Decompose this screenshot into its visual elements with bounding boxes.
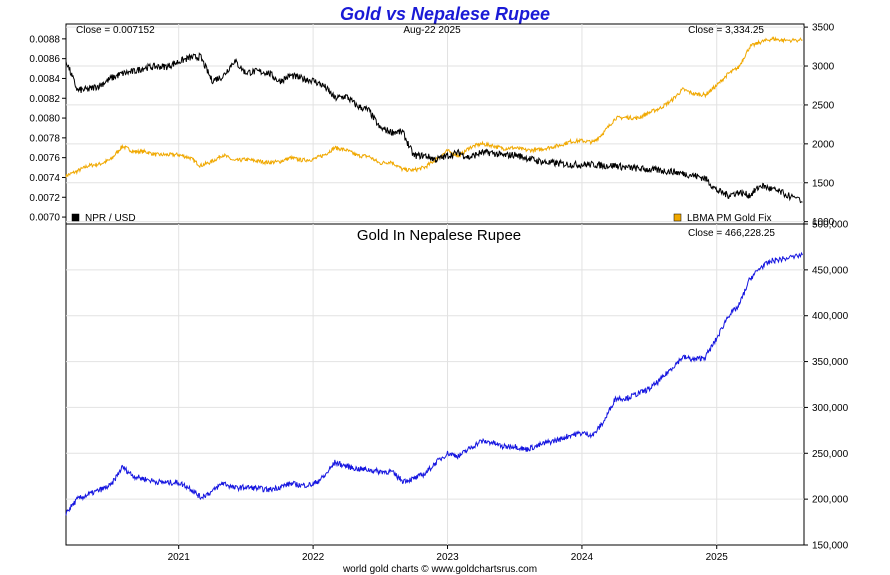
y-left-tick-label: 0.0082: [29, 94, 60, 105]
y-right-tick-label: 2000: [812, 139, 835, 150]
y-right-tick-label: 3500: [812, 23, 835, 34]
y-right-tick-label: 1500: [812, 178, 835, 189]
y-right-tick-label: 300,000: [812, 403, 849, 414]
y-right-tick-label: 150,000: [812, 541, 849, 552]
y-right-tick-label: 200,000: [812, 495, 849, 506]
npr-usd-line: [65, 51, 803, 204]
y-right-tick-label: 3000: [812, 62, 835, 73]
date-label: Aug-22 2025: [403, 25, 461, 36]
legend-gold-label: LBMA PM Gold Fix: [687, 213, 771, 224]
y-left-tick-label: 0.0078: [29, 133, 60, 144]
top-left-axis: 0.0088 0.0086 0.0084 0.0082 0.0080 0.0078 0.00…: [29, 34, 66, 224]
bottom-panel-grid: [66, 224, 804, 545]
top-panel: 0.0088 0.0086 0.0084 0.0082 0.0080 0.0078 0.00…: [29, 23, 834, 229]
y-left-tick-label: 0.0084: [29, 74, 60, 85]
x-tick-label: 2023: [436, 552, 459, 563]
y-left-tick-label: 0.0076: [29, 153, 60, 164]
top-left-close-label: Close = 0.007152: [76, 25, 155, 36]
y-right-tick-label: 350,000: [812, 357, 849, 368]
gold-in-npr-line: [65, 251, 803, 516]
y-left-tick-label: 0.0088: [29, 34, 60, 45]
x-tick-label: 2025: [706, 552, 729, 563]
y-right-tick-label: 500,000: [812, 220, 849, 231]
legend-gold-swatch: [673, 213, 682, 222]
footer-credit: world gold charts © www.goldchartsrus.co…: [342, 564, 537, 575]
bottom-panel: 500,000 450,000 400,000 350,000 300,000 250,0…: [65, 220, 849, 563]
y-left-tick-label: 0.0070: [29, 213, 60, 224]
x-tick-label: 2021: [168, 552, 191, 563]
y-right-tick-label: 250,000: [812, 449, 849, 460]
y-right-tick-label: 2500: [812, 100, 835, 111]
bottom-panel-title: Gold In Nepalese Rupee: [357, 227, 521, 244]
top-right-axis: 3500 3000 2500 2000 1500 1000: [804, 23, 835, 228]
bottom-panel-frame: [65, 223, 805, 546]
chart-title: Gold vs Nepalese Rupee: [340, 4, 550, 24]
y-right-tick-label: 450,000: [812, 265, 849, 276]
y-left-tick-label: 0.0074: [29, 173, 60, 184]
legend-npr-swatch: [71, 213, 80, 222]
x-axis: 2021 2022 2023 2024 2025: [168, 545, 729, 563]
y-right-tick-label: 400,000: [812, 311, 849, 322]
y-left-tick-label: 0.0072: [29, 193, 60, 204]
top-panel-frame: [65, 23, 805, 225]
top-panel-grid: [66, 24, 804, 224]
bottom-right-close-label: Close = 466,228.25: [688, 228, 775, 239]
y-left-tick-label: 0.0080: [29, 114, 60, 125]
gold-price-line: [65, 36, 803, 178]
y-left-tick-label: 0.0086: [29, 54, 60, 65]
x-tick-label: 2024: [571, 552, 594, 563]
legend-npr: NPR / USD: [71, 213, 136, 224]
legend-npr-label: NPR / USD: [85, 213, 136, 224]
x-tick-label: 2022: [302, 552, 325, 563]
legend-gold: LBMA PM Gold Fix: [673, 213, 771, 224]
bottom-right-axis: 500,000 450,000 400,000 350,000 300,000 250,0…: [804, 220, 849, 552]
top-right-close-label: Close = 3,334.25: [688, 25, 764, 36]
y-right-tick-label: 1000: [812, 217, 835, 228]
